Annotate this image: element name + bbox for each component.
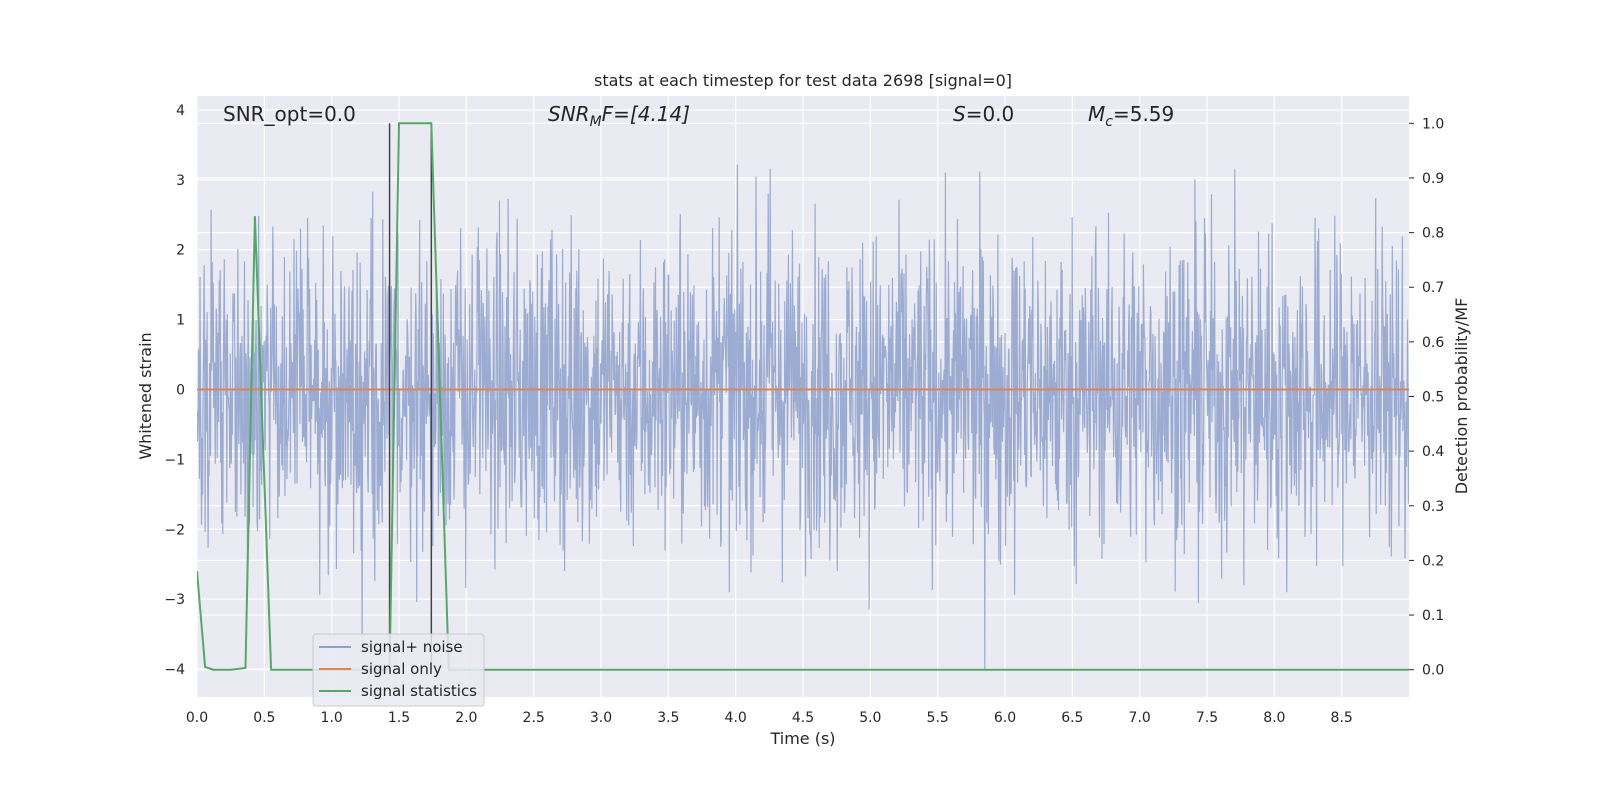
x-tick-label: 2.5 (523, 710, 545, 726)
y-tick-label: 3 (176, 173, 185, 189)
x-tick-label: 7.5 (1196, 710, 1218, 726)
x-axis-label: Time (s) (769, 729, 835, 748)
y-tick-label: −2 (164, 522, 185, 538)
snr-mf-sub: M (590, 114, 602, 130)
y-tick-labels: 4 3 2 1 0 −1 −2 −3 −4 (164, 103, 185, 678)
mc-sub: c (1105, 114, 1113, 130)
y2-tick-label: 0.8 (1422, 226, 1444, 242)
x-tick-label: 4.0 (725, 710, 747, 726)
y2-tick-label: 0.0 (1422, 663, 1444, 679)
x-tick-label: 8.0 (1263, 710, 1285, 726)
y2-tick-label: 0.7 (1422, 280, 1444, 296)
y2-tick-label: 0.9 (1422, 171, 1444, 187)
y-tick-label: −4 (164, 662, 185, 678)
annotation-mc: Mc=5.59 (1088, 102, 1174, 130)
vertical-markers (388, 123, 433, 670)
x-tick-label: 0.0 (186, 710, 208, 726)
x-tick-labels: 0.0 0.5 1.0 1.5 2.0 2.5 3.0 3.5 4.0 4.5 5.0 5.5 6.0 6… (186, 710, 1353, 726)
legend-label-signal-plus-noise: signal+ noise (361, 638, 463, 656)
x-tick-label: 2.0 (455, 710, 477, 726)
y2-tick-label: 0.3 (1422, 499, 1444, 515)
annotation-snr-mf: SNRMF=[4.14] (548, 102, 690, 130)
y2-tick-label: 0.5 (1422, 390, 1444, 406)
legend-label-signal-only: signal only (361, 660, 442, 678)
annotation-s: S=0.0 (953, 102, 1014, 126)
y2-tick-label: 0.6 (1422, 335, 1444, 351)
x-tick-label: 6.0 (994, 710, 1016, 726)
y-axis-label: Whitened strain (136, 332, 155, 459)
legend: signal+ noise signal only signal statist… (312, 633, 485, 707)
y-tick-label: −1 (164, 452, 185, 468)
x-tick-label: 3.0 (590, 710, 612, 726)
s-value: =0.0 (966, 102, 1015, 126)
y2-tick-label: 0.4 (1422, 444, 1444, 460)
x-tick-label: 5.0 (859, 710, 881, 726)
snr-mf-label: SNR (548, 102, 590, 126)
y-tick-label: 4 (176, 103, 185, 119)
y2-tick-label: 0.2 (1422, 553, 1444, 569)
series-signal-plus-noise (197, 164, 1409, 670)
annotation-snr-opt: SNR_opt=0.0 (223, 102, 356, 126)
series-signal-statistics (197, 122, 1409, 671)
y2-axis-label: Detection probability/MF (1452, 298, 1471, 495)
x-tick-label: 1.0 (321, 710, 343, 726)
x-tick-label: 1.5 (388, 710, 410, 726)
y2-tick-label: 0.1 (1422, 608, 1444, 624)
snr-mf-rest: F=[4.14] (602, 102, 690, 126)
x-tick-label: 6.5 (1061, 710, 1083, 726)
x-tick-label: 7.0 (1129, 710, 1151, 726)
x-tick-label: 5.5 (927, 710, 949, 726)
legend-box (312, 633, 485, 707)
y-tick-label: 0 (176, 383, 185, 399)
y2-tick-labels: 1.0 0.9 0.8 0.7 0.6 0.5 0.4 0.3 0.2 0.1 0.0 (1422, 116, 1444, 678)
legend-label-signal-statistics: signal statistics (361, 682, 477, 700)
x-tick-label: 0.5 (253, 710, 275, 726)
mc-label: M (1088, 102, 1105, 126)
x-tick-label: 3.5 (657, 710, 679, 726)
y-tick-label: −3 (164, 592, 185, 608)
x-tick-label: 4.5 (792, 710, 814, 726)
s-label: S (953, 102, 966, 126)
y-tick-label: 1 (176, 313, 185, 329)
mc-value: =5.59 (1113, 102, 1174, 126)
y-tick-label: 2 (176, 243, 185, 259)
x-tick-label: 8.5 (1331, 710, 1353, 726)
chart-title: stats at each timestep for test data 269… (594, 71, 1012, 90)
y2-tick-label: 1.0 (1422, 116, 1444, 132)
